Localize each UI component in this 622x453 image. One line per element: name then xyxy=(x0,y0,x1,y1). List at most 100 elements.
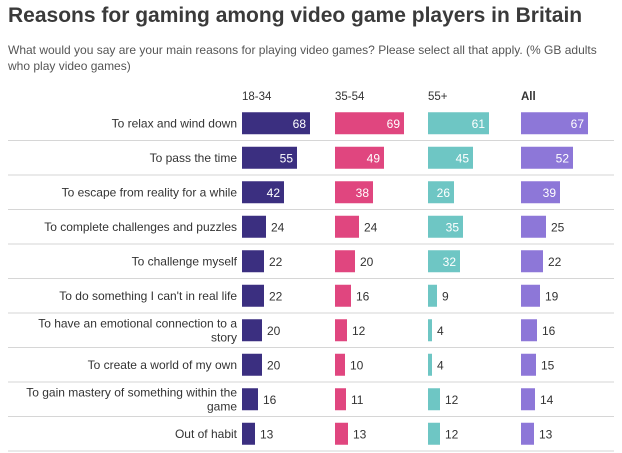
bar xyxy=(521,422,534,445)
data-label: 67 xyxy=(571,117,585,131)
data-label: 11 xyxy=(351,393,364,407)
bar xyxy=(242,215,266,238)
category-label: To challenge myself xyxy=(132,254,238,268)
bar xyxy=(242,422,255,445)
data-label: 68 xyxy=(293,117,307,131)
chart-title: Reasons for gaming among video game play… xyxy=(8,4,583,27)
bar xyxy=(521,353,536,376)
data-label: 16 xyxy=(542,324,556,338)
data-label: 38 xyxy=(356,186,370,200)
category-label: To pass the time xyxy=(150,151,238,165)
chart-subtitle: What would you say are your main reasons… xyxy=(8,43,597,73)
bar xyxy=(242,112,310,135)
bar xyxy=(335,112,404,135)
data-label: 39 xyxy=(543,186,557,200)
data-label: 9 xyxy=(442,289,449,303)
bar xyxy=(242,388,258,411)
bar xyxy=(242,319,262,342)
data-label: 13 xyxy=(260,427,274,441)
data-label: 26 xyxy=(437,186,451,200)
data-label: 25 xyxy=(551,220,565,234)
data-label: 13 xyxy=(539,427,553,441)
bar xyxy=(521,112,588,135)
data-label: 42 xyxy=(267,186,281,200)
data-label: 4 xyxy=(437,358,444,372)
category-label: Out of habit xyxy=(175,427,238,441)
bar xyxy=(521,146,573,169)
data-label: 45 xyxy=(456,151,470,165)
bar xyxy=(428,181,454,204)
data-label: 10 xyxy=(350,358,364,372)
category-label: To relax and wind down xyxy=(112,116,237,130)
category-label: To do something I can't in real life xyxy=(59,289,237,303)
data-label: 35 xyxy=(446,220,460,234)
bar xyxy=(521,250,543,273)
bar xyxy=(242,146,297,169)
data-label: 4 xyxy=(437,324,444,338)
bar xyxy=(242,353,262,376)
data-label: 22 xyxy=(548,255,562,269)
column-header-2: 55+ xyxy=(428,91,448,103)
data-label: 16 xyxy=(263,393,277,407)
bar xyxy=(521,215,546,238)
data-label: 61 xyxy=(472,117,486,131)
category-label: To create a world of my own xyxy=(88,358,237,372)
category-label: story xyxy=(211,330,237,344)
data-label: 22 xyxy=(269,289,283,303)
data-label: 69 xyxy=(387,117,401,131)
bar xyxy=(428,146,473,169)
bar xyxy=(242,284,264,307)
bar xyxy=(335,146,384,169)
data-label: 52 xyxy=(556,151,570,165)
column-header-3: All xyxy=(521,91,536,103)
data-label: 20 xyxy=(267,358,281,372)
bar xyxy=(428,388,440,411)
data-label: 19 xyxy=(545,289,559,303)
bar xyxy=(428,422,440,445)
bar xyxy=(242,250,264,273)
data-label: 55 xyxy=(280,151,294,165)
bar xyxy=(428,353,432,376)
bar xyxy=(242,181,284,204)
bar xyxy=(428,250,460,273)
data-label: 16 xyxy=(356,289,370,303)
data-label: 14 xyxy=(540,393,554,407)
data-label: 12 xyxy=(445,393,459,407)
data-label: 24 xyxy=(364,220,378,234)
data-label: 15 xyxy=(541,358,555,372)
bar xyxy=(428,319,432,342)
category-label: To complete challenges and puzzles xyxy=(44,220,237,234)
bar xyxy=(335,353,345,376)
data-label: 12 xyxy=(445,427,459,441)
data-label: 22 xyxy=(269,255,283,269)
category-label: game xyxy=(207,399,237,413)
category-label: To gain mastery of something within the xyxy=(26,385,237,399)
bar xyxy=(335,181,373,204)
bar xyxy=(335,284,351,307)
bar xyxy=(335,422,348,445)
bar xyxy=(335,215,359,238)
data-label: 20 xyxy=(360,255,374,269)
data-label: 49 xyxy=(367,151,381,165)
bar xyxy=(521,388,535,411)
data-label: 32 xyxy=(443,255,457,269)
data-label: 13 xyxy=(353,427,367,441)
bar xyxy=(428,215,463,238)
category-label: To have an emotional connection to a xyxy=(38,316,237,330)
column-header-1: 35-54 xyxy=(335,91,365,103)
data-label: 20 xyxy=(267,324,281,338)
category-label: To escape from reality for a while xyxy=(62,185,238,199)
bar xyxy=(335,250,355,273)
bar xyxy=(521,181,560,204)
data-label: 12 xyxy=(352,324,366,338)
column-headers: 18-34 35-54 55+ All xyxy=(242,91,536,103)
bar xyxy=(521,319,537,342)
bar xyxy=(428,284,437,307)
bar xyxy=(428,112,489,135)
data-label: 24 xyxy=(271,220,285,234)
bar xyxy=(335,319,347,342)
chart-rows: To relax and wind down 68 69 61 67 To pass th… xyxy=(8,112,614,452)
bar xyxy=(521,284,540,307)
column-header-0: 18-34 xyxy=(242,91,272,103)
